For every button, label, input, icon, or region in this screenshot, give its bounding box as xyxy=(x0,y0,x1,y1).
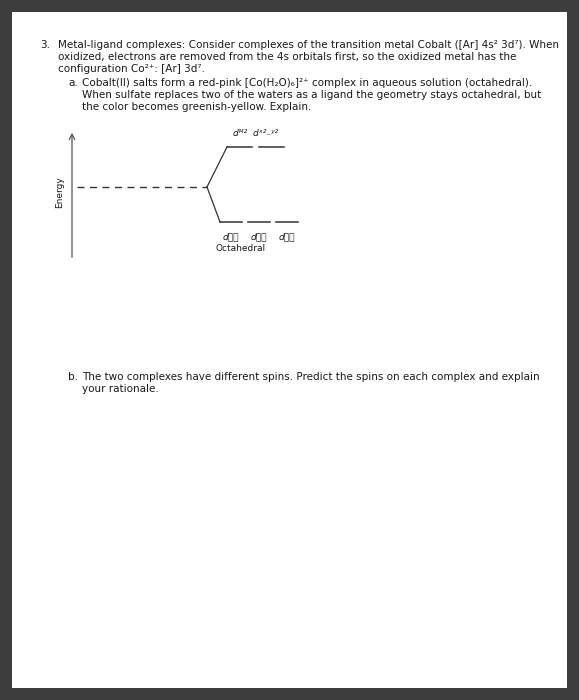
Text: dᵯᵲ: dᵯᵲ xyxy=(278,232,295,241)
Text: Cobalt(II) salts form a red-pink [Co(H₂O)₆]²⁺ complex in aqueous solution (octah: Cobalt(II) salts form a red-pink [Co(H₂O… xyxy=(82,78,532,88)
Text: When sulfate replaces two of the waters as a ligand the geometry stays octahedra: When sulfate replaces two of the waters … xyxy=(82,90,541,100)
Text: 3.: 3. xyxy=(40,40,50,50)
Text: the color becomes greenish-yellow. Explain.: the color becomes greenish-yellow. Expla… xyxy=(82,102,312,112)
Text: configuration Co²⁺: [Ar] 3d⁷.: configuration Co²⁺: [Ar] 3d⁷. xyxy=(58,64,205,74)
Text: a.: a. xyxy=(68,78,78,88)
Text: dᵯᵰ: dᵯᵰ xyxy=(223,232,239,241)
Text: Energy: Energy xyxy=(55,176,64,208)
Text: dᵯᵱ: dᵯᵱ xyxy=(251,232,267,241)
Text: dᴹ²  dˣ²₋ʸ²: dᴹ² dˣ²₋ʸ² xyxy=(233,129,278,138)
Text: The two complexes have different spins. Predict the spins on each complex and ex: The two complexes have different spins. … xyxy=(82,372,540,382)
Text: your rationale.: your rationale. xyxy=(82,384,159,394)
Text: oxidized, electrons are removed from the 4s orbitals first, so the oxidized meta: oxidized, electrons are removed from the… xyxy=(58,52,516,62)
Text: Metal-ligand complexes: Consider complexes of the transition metal Cobalt ([Ar] : Metal-ligand complexes: Consider complex… xyxy=(58,40,559,50)
Text: Octahedral: Octahedral xyxy=(215,244,265,253)
Text: b.: b. xyxy=(68,372,78,382)
